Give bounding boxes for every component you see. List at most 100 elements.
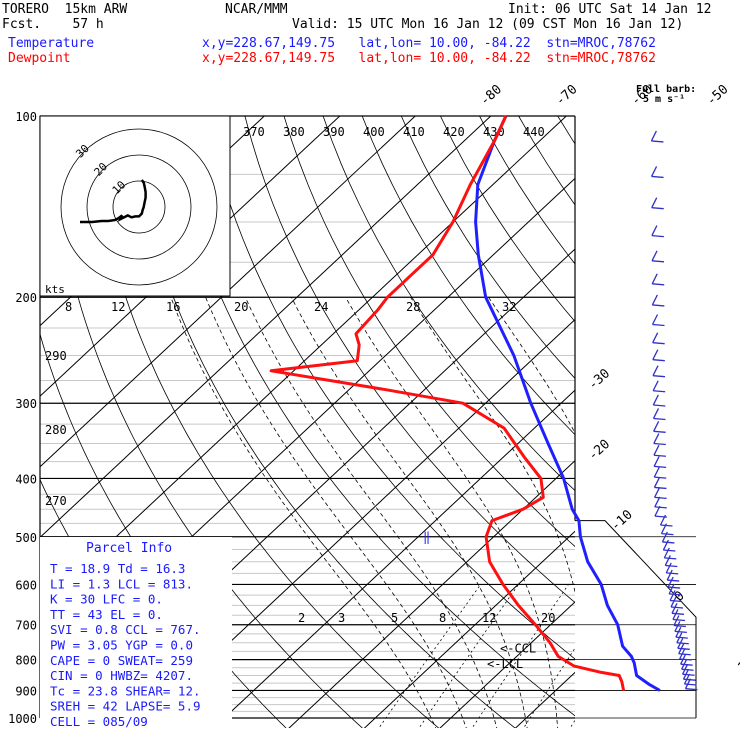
isotherm xyxy=(439,601,575,728)
mixing-ratio-lower-label: 5 xyxy=(391,611,398,625)
dewpoint-profile xyxy=(269,115,626,691)
parcel-info-row: TT = 43 EL = 0. xyxy=(50,607,163,622)
moist-adiabat xyxy=(205,297,467,728)
wind-barb-feather xyxy=(665,564,678,568)
pressure-label: 800 xyxy=(15,654,37,668)
wind-barb xyxy=(660,523,668,534)
wind-barb-feather xyxy=(668,586,681,589)
wind-barb-feather xyxy=(672,618,686,622)
parcel-info-row: SVI = 0.8 CCL = 767. xyxy=(50,622,201,637)
wind-barb xyxy=(653,433,660,444)
barb-panel-edge xyxy=(575,520,697,718)
wind-barb xyxy=(663,547,670,559)
pressure-label: 300 xyxy=(15,397,37,411)
parcel-info-row: LI = 1.3 LCL = 813. xyxy=(50,576,193,591)
wind-barb xyxy=(668,583,675,595)
wind-barb xyxy=(651,314,659,325)
dewpoint-legend: Dewpoint xyxy=(8,51,71,66)
wind-barb xyxy=(681,663,689,675)
wind-barb-feather xyxy=(684,683,697,686)
top-temp-label: -50 xyxy=(704,82,731,109)
parcel-info-row: CIN = 0 HWBZ= 4207. xyxy=(50,668,193,683)
right-temp-label: 10 xyxy=(735,654,740,676)
wind-barb xyxy=(653,466,660,478)
wind-barb xyxy=(651,197,658,208)
theta-left-label: 280 xyxy=(45,423,67,437)
hodograph-box xyxy=(39,115,231,297)
wind-barb-feather xyxy=(653,404,666,407)
wind-barb xyxy=(672,609,679,620)
dry-adiabat xyxy=(714,116,740,731)
mixing-ratio-label: 16 xyxy=(166,300,180,314)
pressure-label: 500 xyxy=(15,531,37,545)
theta-left-label: 270 xyxy=(45,494,67,508)
theta-label: 420 xyxy=(443,125,465,139)
mixing-ratio-line xyxy=(630,584,718,730)
mixing-ratio-line xyxy=(471,584,569,728)
right-temp-label: -10 xyxy=(608,507,635,534)
moist-adiabat xyxy=(244,297,498,728)
wind-barb xyxy=(669,590,676,601)
theta-label: 370 xyxy=(243,125,265,139)
barb-legend: Full barb: xyxy=(636,84,697,95)
wind-barb xyxy=(670,596,677,608)
right-temp-label: 0 xyxy=(672,588,688,604)
pressure-label: 900 xyxy=(15,684,37,698)
wind-barb xyxy=(654,505,661,517)
hodograph-ring xyxy=(112,180,166,234)
wind-barb-feather xyxy=(674,630,687,634)
wind-barb-feather xyxy=(661,532,674,536)
hodograph-unit: kts xyxy=(45,283,65,296)
hodograph-trace xyxy=(80,179,147,224)
wind-barb-feather xyxy=(666,572,679,575)
wind-barb-feather xyxy=(652,304,665,307)
wind-barb xyxy=(678,643,685,655)
init-time: Init: 06 UTC Sat 14 Jan 12 xyxy=(508,2,712,17)
mixing-ratio-lower-label: 3 xyxy=(338,611,345,625)
wind-barb-feather xyxy=(669,593,682,596)
wind-barb xyxy=(654,496,661,508)
wind-barb xyxy=(662,539,669,551)
isotherm xyxy=(40,116,416,468)
wind-barb xyxy=(665,562,672,574)
dry-adiabat xyxy=(440,116,575,323)
mixing-ratio-label: 8 xyxy=(65,300,72,314)
wind-barb xyxy=(652,394,659,406)
wind-barb-feather xyxy=(654,506,667,509)
wind-barb-feather xyxy=(652,283,665,286)
wind-barb-feather xyxy=(670,599,683,603)
dry-adiabat xyxy=(88,116,440,728)
wind-barb xyxy=(664,555,671,566)
top-temp-label: -80 xyxy=(477,82,504,109)
dry-adiabat xyxy=(518,116,575,206)
parcel-info-row: T = 18.9 Td = 16.3 xyxy=(50,561,185,576)
wind-barb xyxy=(652,365,659,376)
moist-adiabat xyxy=(291,297,528,728)
isotherm xyxy=(0,116,38,731)
wind-barb-feather xyxy=(671,612,685,615)
moist-adiabat xyxy=(410,296,575,594)
wind-barb xyxy=(683,673,691,685)
wind-barb xyxy=(650,130,657,142)
wind-barb xyxy=(674,621,681,632)
top-temp-label: -60 xyxy=(628,82,655,109)
wind-barb xyxy=(676,632,683,644)
wind-barb-feather xyxy=(675,636,688,639)
pressure-label: 200 xyxy=(15,291,37,305)
mixing-ratio-label: 20 xyxy=(234,300,248,314)
wind-barb-feather xyxy=(653,454,667,457)
pressure-label: 1000 xyxy=(8,712,37,726)
dry-adiabat xyxy=(127,116,516,728)
theta-label: 400 xyxy=(363,125,385,139)
right-temp-label: -20 xyxy=(586,437,613,464)
wind-barb xyxy=(661,531,668,543)
theta-label: 390 xyxy=(323,125,345,139)
wind-barb-feather xyxy=(651,140,664,143)
mixing-ratio-lower-label: 2 xyxy=(298,611,305,625)
ccl-annotation: <-CCL xyxy=(500,642,536,656)
wind-barb xyxy=(653,477,661,488)
wind-barb xyxy=(653,444,660,456)
mixing-ratio-label: 32 xyxy=(502,300,516,314)
dewpoint-location: x,y=228.67,149.75 lat,lon= 10.00, -84.22… xyxy=(202,51,656,66)
